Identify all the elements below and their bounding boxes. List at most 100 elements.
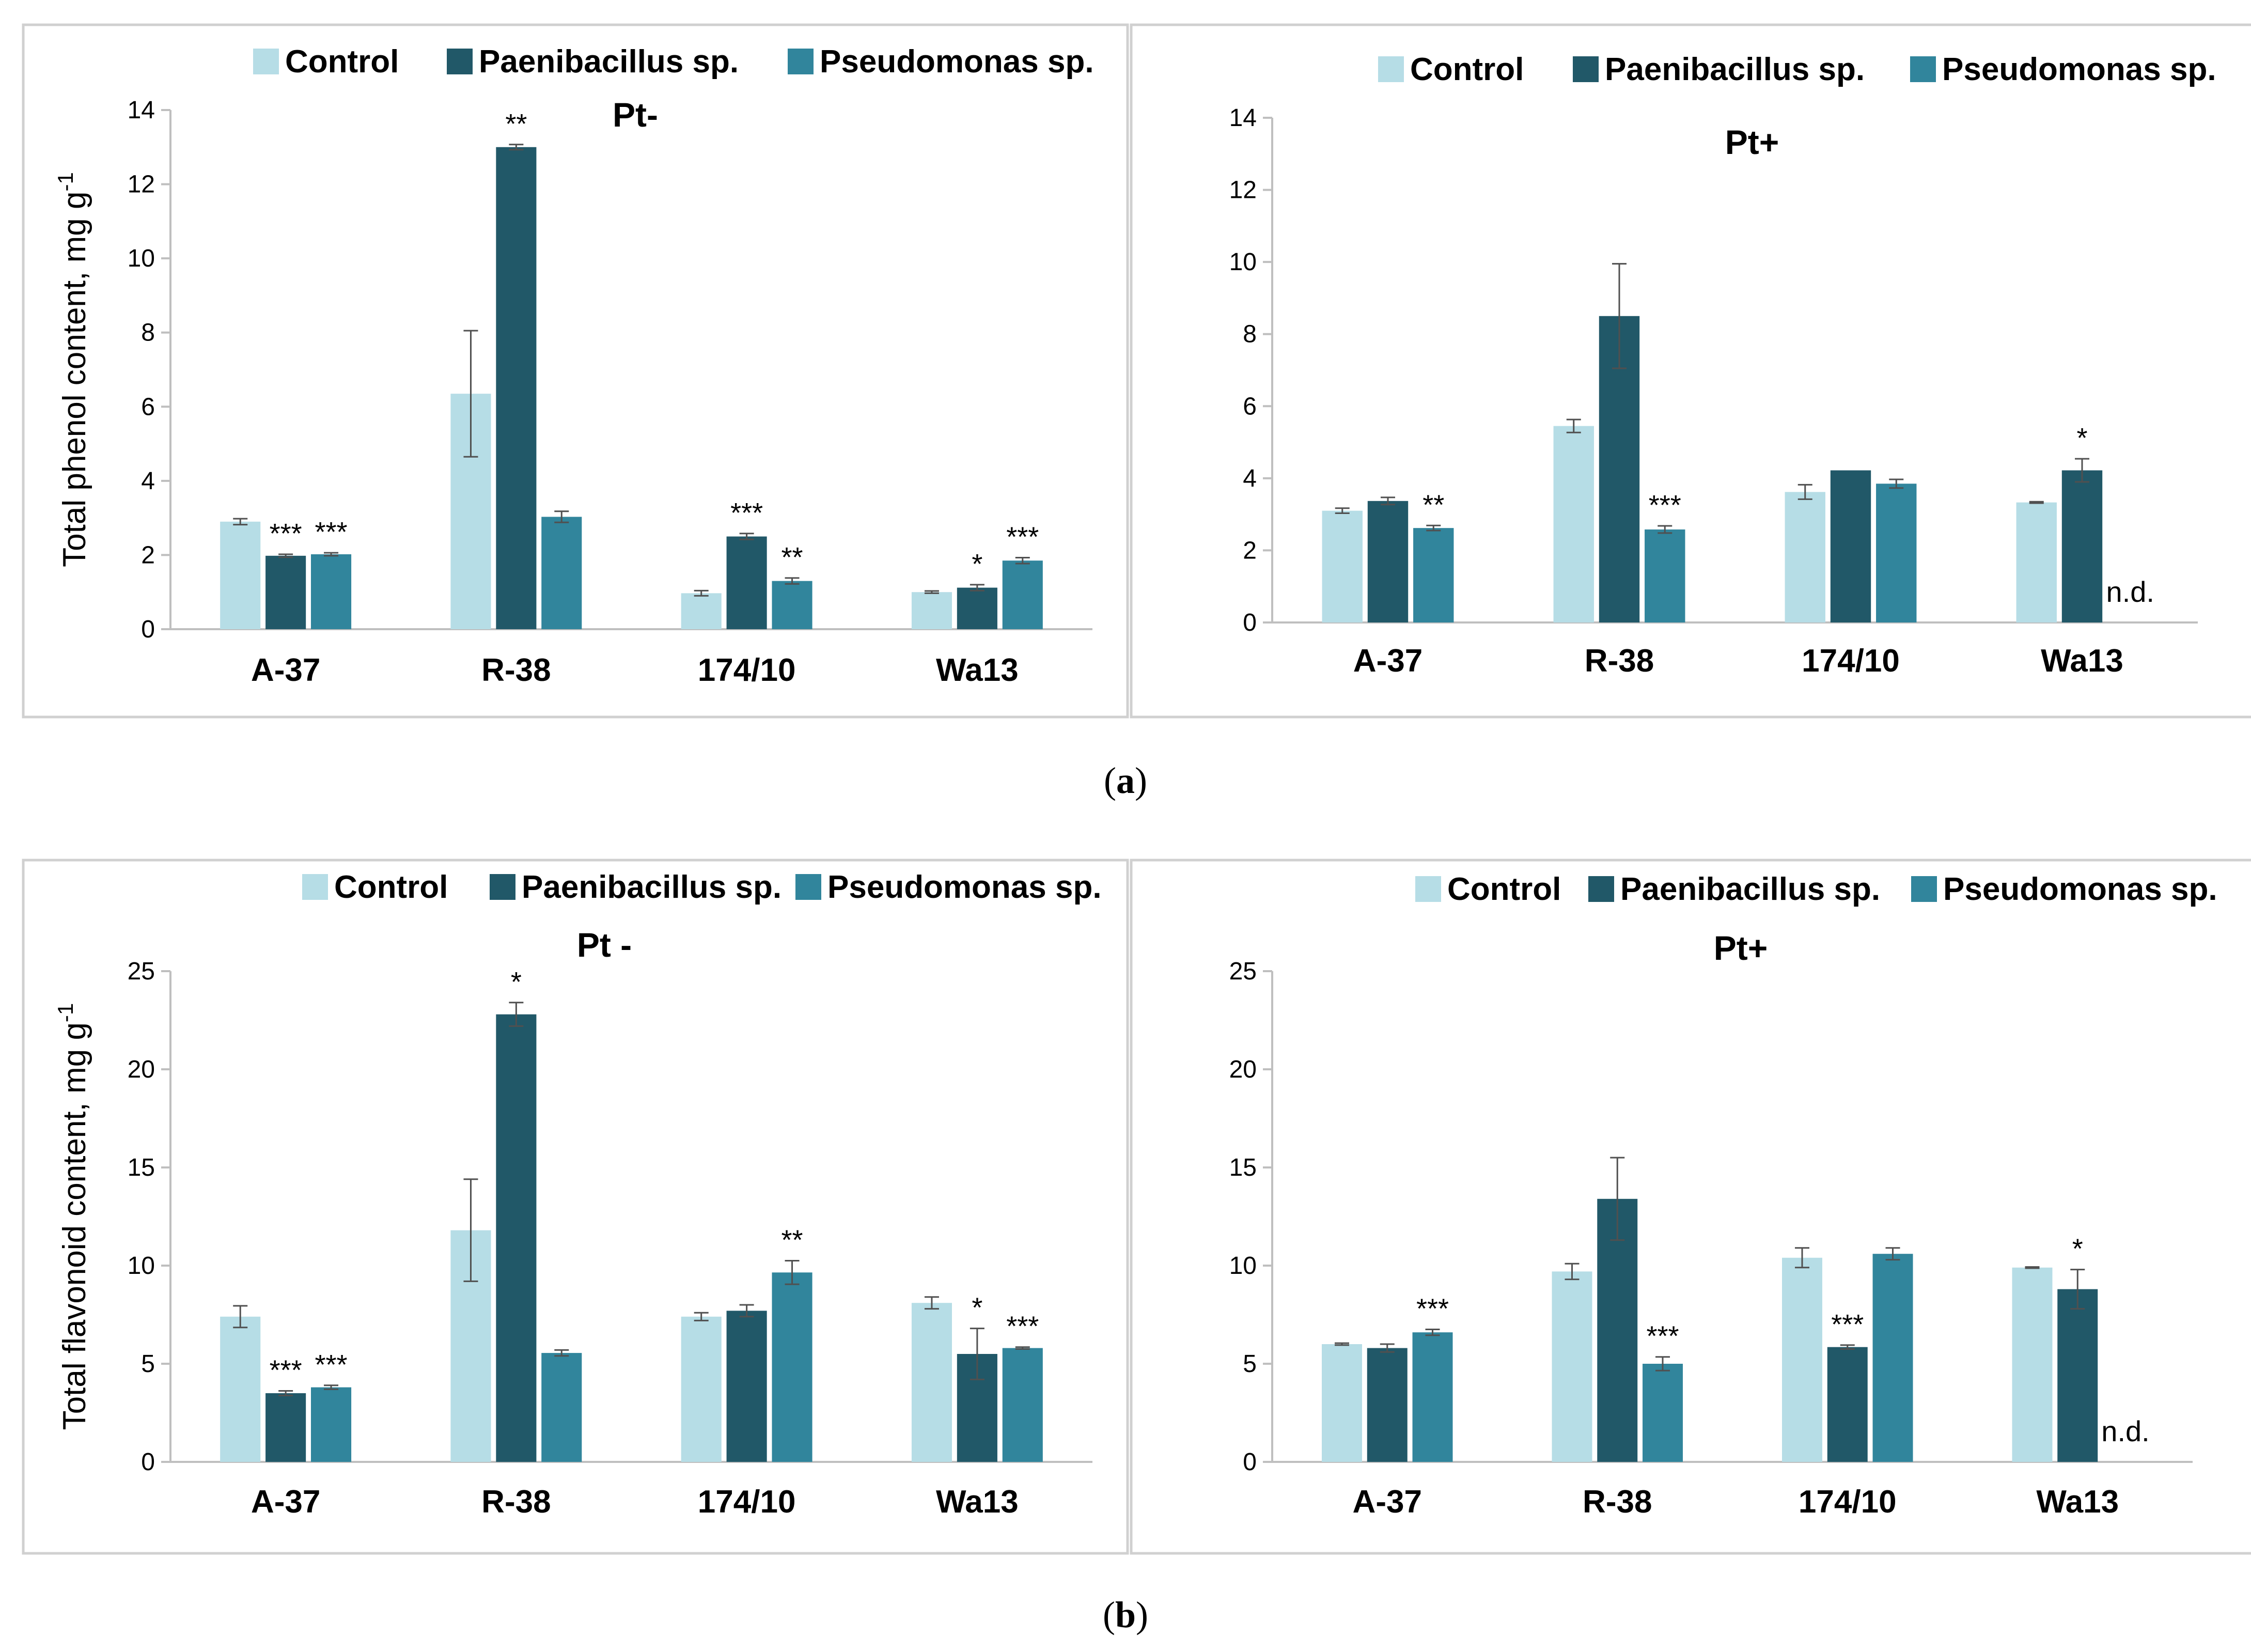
y-tick-label: 12 <box>1229 177 1257 204</box>
category-label: 174/10 <box>698 1484 796 1520</box>
category-label: R-38 <box>481 652 551 688</box>
category-label: A-37 <box>251 652 320 688</box>
y-tick-label: 10 <box>128 1252 155 1280</box>
y-tick-label: 0 <box>1243 1448 1257 1476</box>
bar-pseudomonas <box>1643 1364 1683 1462</box>
y-tick-label: 8 <box>1243 321 1257 348</box>
y-tick-label: 2 <box>141 541 155 569</box>
panel-border <box>1130 23 2251 719</box>
bar-pseudomonas <box>1876 484 1917 622</box>
significance-label: *** <box>270 518 302 549</box>
legend-label-control: Control <box>1410 52 1524 87</box>
significance-label: * <box>2076 423 2087 454</box>
bar-paenibacillus <box>2057 1289 2098 1462</box>
y-tick-label: 25 <box>128 958 155 985</box>
bar-pseudomonas <box>1413 528 1454 622</box>
bar-pseudomonas <box>772 1272 812 1462</box>
y-tick-label: 0 <box>1243 609 1257 636</box>
y-tick-label: 20 <box>128 1056 155 1083</box>
chart-title: Pt - <box>577 926 632 964</box>
not-detected-label: n.d. <box>2101 1415 2149 1447</box>
bar-control <box>911 592 952 629</box>
category-label: A-37 <box>1353 643 1422 679</box>
y-tick-label: 12 <box>128 171 155 198</box>
y-axis-label-superscript: -1 <box>53 172 77 191</box>
legend-swatch-paenibacillus <box>447 49 473 74</box>
bar-pseudomonas <box>1645 529 1685 622</box>
category-label: R-38 <box>481 1484 551 1520</box>
legend-swatch-control <box>302 874 328 900</box>
bar-control <box>681 593 722 629</box>
significance-label: ** <box>781 1225 803 1256</box>
y-axis-label-superscript: -1 <box>53 1003 77 1022</box>
y-tick-label: 10 <box>1229 1252 1257 1280</box>
legend-label-paenibacillus: Paenibacillus sp. <box>1620 871 1880 907</box>
caption-a: (a) <box>1104 760 1147 801</box>
legend-swatch-paenibacillus <box>1573 56 1599 82</box>
legend-label-paenibacillus: Paenibacillus sp. <box>1605 52 1865 87</box>
bar-pseudomonas <box>310 554 352 629</box>
bar-paenibacillus <box>496 1014 537 1462</box>
y-tick-label: 4 <box>141 467 155 495</box>
significance-label: *** <box>1006 521 1039 552</box>
caption-b-letter: b <box>1115 1594 1136 1635</box>
bar-pseudomonas <box>772 581 812 629</box>
category-label: Wa13 <box>2036 1484 2119 1520</box>
bar-control <box>220 521 261 629</box>
y-tick-label: 6 <box>141 393 155 420</box>
legend-label-control: Control <box>334 869 448 905</box>
legend-swatch-control <box>253 49 279 74</box>
chart-panel-4: 0 5 10 15 20 25 A-37 *** R-38 *** 174/10 *** Wa13 * n.… <box>1130 859 2251 1555</box>
y-tick-label: 5 <box>141 1350 155 1378</box>
y-tick-label: 6 <box>1243 393 1257 420</box>
legend-swatch-pseudomonas <box>1910 56 1936 82</box>
y-axis-label-text: Total flavonoid content, mg g <box>57 1022 92 1430</box>
legend-swatch-paenibacillus <box>1588 876 1614 902</box>
chart-title: Pt+ <box>1725 123 1779 161</box>
bar-paenibacillus <box>1827 1347 1868 1462</box>
y-tick-label: 8 <box>141 319 155 347</box>
y-axis-label: Total phenol content, mg g-1 <box>53 172 92 567</box>
y-tick-label: 14 <box>128 97 155 124</box>
legend-swatch-pseudomonas <box>795 874 821 900</box>
bar-paenibacillus <box>2061 470 2103 622</box>
bar-control <box>1322 510 1363 622</box>
significance-label: ** <box>781 542 803 573</box>
legend-swatch-paenibacillus <box>490 874 515 900</box>
bar-pseudomonas <box>541 1353 582 1462</box>
legend-label-paenibacillus: Paenibacillus sp. <box>522 869 781 905</box>
category-label: 174/10 <box>1799 1484 1897 1520</box>
bar-control <box>911 1303 952 1462</box>
legend-swatch-control <box>1378 56 1404 82</box>
bar-paenibacillus <box>726 1311 767 1462</box>
category-label: Wa13 <box>936 1484 1019 1520</box>
y-axis-label: Total flavonoid content, mg g-1 <box>53 1003 92 1430</box>
bar-control <box>1782 1257 1822 1462</box>
significance-label: * <box>972 549 982 580</box>
significance-label: ** <box>1422 489 1444 520</box>
bar-paenibacillus <box>265 1393 306 1462</box>
significance-label: ** <box>505 108 527 139</box>
bar-pseudomonas <box>1002 560 1043 629</box>
significance-label: *** <box>1416 1293 1449 1324</box>
y-tick-label: 25 <box>1229 958 1257 985</box>
caption-b: (b) <box>1102 1594 1148 1635</box>
bar-pseudomonas <box>310 1387 352 1462</box>
chart-panel-3: 0 5 10 15 20 25 Total flavonoid content, mg g-… <box>22 859 1129 1555</box>
bar-paenibacillus <box>726 536 767 629</box>
y-axis-label-text: Total phenol content, mg g <box>57 192 92 567</box>
panel-border <box>22 859 1129 1555</box>
y-tick-label: 2 <box>1243 537 1257 564</box>
significance-label: *** <box>730 497 763 528</box>
bar-control <box>220 1316 261 1462</box>
significance-label: *** <box>270 1354 302 1385</box>
legend-label-pseudomonas: Pseudomonas sp. <box>820 44 1094 80</box>
legend-label-pseudomonas: Pseudomonas sp. <box>1943 871 2217 907</box>
bar-pseudomonas <box>1412 1332 1453 1462</box>
legend-swatch-pseudomonas <box>1911 876 1937 902</box>
chart-title: Pt- <box>613 96 658 134</box>
category-label: Wa13 <box>936 652 1019 688</box>
significance-label: *** <box>1006 1311 1039 1342</box>
chart-title: Pt+ <box>1714 929 1768 967</box>
